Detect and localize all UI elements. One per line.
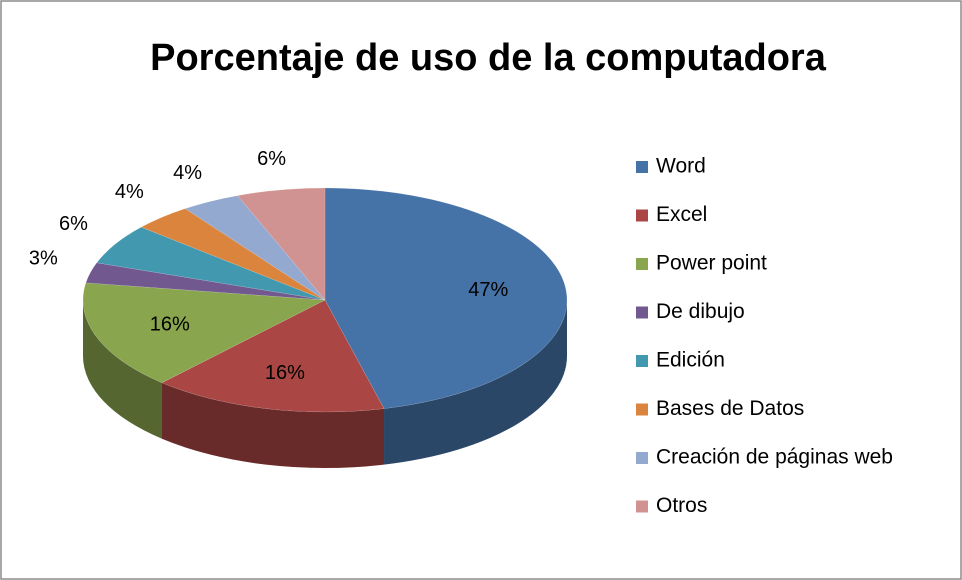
legend-label: Creación de páginas web xyxy=(656,446,893,469)
legend-swatch xyxy=(636,161,648,173)
legend-label: Excel xyxy=(656,203,707,226)
pie-slice xyxy=(82,282,326,384)
chart-title: Porcentaje de uso de la computadora xyxy=(150,37,827,79)
pie-slice xyxy=(96,226,326,301)
data-label: 47% xyxy=(468,279,508,301)
data-label: 3% xyxy=(29,247,58,269)
legend-label: Otros xyxy=(656,494,707,517)
pie-slice xyxy=(140,208,326,301)
legend-swatch xyxy=(636,403,648,416)
legend-label: Word xyxy=(656,155,706,178)
data-label: 4% xyxy=(115,181,144,203)
pie-slice xyxy=(237,187,326,301)
slice-side xyxy=(83,300,162,439)
legend-swatch xyxy=(636,355,648,367)
legend-swatch xyxy=(636,209,648,222)
legend-swatch xyxy=(636,306,648,319)
legend-swatch xyxy=(636,258,648,270)
legend-label: Power point xyxy=(656,252,767,275)
data-label: 16% xyxy=(150,314,190,336)
legend-swatch xyxy=(636,452,648,464)
legend-label: Edición xyxy=(656,349,725,372)
slice-side xyxy=(161,382,385,468)
data-label: 16% xyxy=(265,362,305,384)
slice-side xyxy=(384,300,567,465)
data-label: 4% xyxy=(173,162,202,184)
legend-label: Bases de Datos xyxy=(656,397,804,420)
data-label: 6% xyxy=(59,213,88,235)
legend-label: De dibujo xyxy=(656,300,745,323)
pie-slice xyxy=(161,299,385,413)
data-label: 6% xyxy=(257,148,286,170)
pie-slice xyxy=(324,187,568,409)
pie-slice xyxy=(184,195,326,301)
legend-swatch xyxy=(636,500,648,513)
pie-slice xyxy=(85,262,326,301)
